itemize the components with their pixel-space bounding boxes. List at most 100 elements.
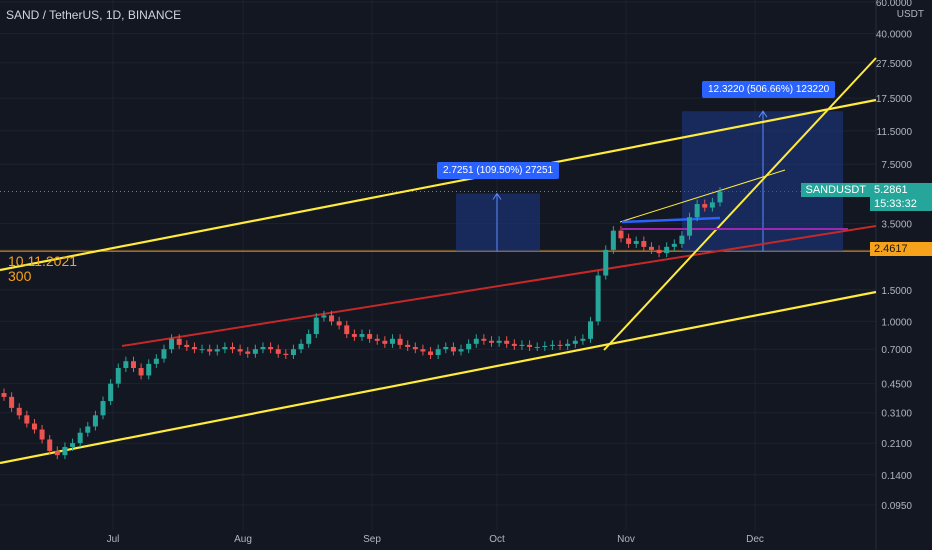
candle-body bbox=[527, 344, 533, 348]
trendline-upper-channel bbox=[0, 98, 877, 272]
y-tick-label: 7.5000 bbox=[881, 160, 912, 171]
y-tick-label: 17.5000 bbox=[876, 94, 913, 105]
candle-body bbox=[329, 315, 335, 322]
measure-label-1[interactable]: 2.7251 (109.50%) 27251 bbox=[437, 162, 560, 179]
trendline-lower-channel bbox=[0, 290, 877, 465]
candle-body bbox=[16, 407, 22, 416]
candle-body bbox=[412, 347, 418, 350]
candle-body bbox=[565, 343, 571, 346]
candle-body bbox=[641, 241, 647, 247]
y-tick-label: 0.2100 bbox=[881, 439, 912, 450]
candle-body bbox=[77, 432, 83, 444]
trend-lines bbox=[0, 57, 877, 465]
candle-body bbox=[633, 241, 639, 244]
y-tick-label: 1.5000 bbox=[881, 286, 912, 297]
annotation-value: 300 bbox=[8, 268, 32, 284]
x-tick-label: Aug bbox=[234, 534, 252, 545]
candle-body bbox=[549, 344, 555, 346]
trendline-steep bbox=[603, 57, 877, 351]
measure-arrow-head bbox=[758, 110, 768, 118]
candle-body bbox=[496, 340, 502, 343]
candle-body bbox=[138, 368, 144, 376]
x-axis: Jul Aug Sep Oct Nov Dec bbox=[107, 534, 764, 545]
candle-body bbox=[473, 338, 479, 344]
trendline-thin bbox=[619, 169, 786, 223]
candle-body bbox=[511, 343, 517, 346]
candle-body bbox=[626, 238, 632, 244]
candle-body bbox=[275, 349, 281, 354]
candle-body bbox=[359, 334, 365, 337]
candle-body bbox=[31, 423, 37, 430]
y-tick-label: 1.0000 bbox=[881, 317, 912, 328]
candle-body bbox=[260, 347, 266, 350]
date-annotation: 10.11.2021 300 bbox=[8, 254, 77, 284]
candle-body bbox=[62, 446, 68, 456]
candle-body bbox=[39, 429, 45, 440]
candle-body bbox=[656, 249, 662, 254]
candle-body bbox=[679, 235, 685, 244]
symbol-price-tag: SANDUSDT bbox=[801, 183, 870, 197]
candle-body bbox=[191, 347, 197, 350]
candle-body bbox=[108, 383, 114, 402]
candle-body bbox=[405, 344, 411, 348]
candle-body bbox=[70, 443, 76, 447]
y-tick-label: 3.5000 bbox=[881, 220, 912, 231]
candle-body bbox=[367, 334, 373, 339]
candle-body bbox=[115, 368, 121, 384]
candle-body bbox=[290, 349, 296, 355]
candle-body bbox=[298, 343, 304, 350]
measure-label-2[interactable]: 12.3220 (506.66%) 123220 bbox=[702, 81, 836, 98]
grid-lines bbox=[0, 0, 877, 550]
candle-body bbox=[54, 450, 60, 456]
candle-body bbox=[664, 246, 670, 254]
candle-body bbox=[344, 325, 350, 335]
candle-body bbox=[47, 439, 53, 451]
candle-body bbox=[207, 349, 213, 352]
x-tick-label: Dec bbox=[746, 534, 764, 545]
candle-body bbox=[382, 340, 388, 344]
candle-body bbox=[374, 338, 380, 341]
candle-body bbox=[542, 345, 548, 348]
y-tick-label: 0.0950 bbox=[881, 501, 912, 512]
y-axis: 60.0000 40.0000 27.5000 17.5000 11.5000 7.500… bbox=[876, 0, 913, 512]
candle-body bbox=[85, 426, 91, 433]
candle-body bbox=[230, 347, 236, 350]
candle-body bbox=[519, 344, 525, 346]
candle-body bbox=[146, 363, 152, 376]
candle-body bbox=[389, 338, 395, 344]
candle-body bbox=[351, 334, 357, 337]
candle-body bbox=[572, 340, 578, 344]
x-tick-label: Sep bbox=[363, 534, 381, 545]
x-tick-label: Oct bbox=[489, 534, 505, 545]
candle-body bbox=[595, 275, 601, 322]
candle-body bbox=[435, 349, 441, 355]
hline-price-tag: 2.4617 bbox=[870, 242, 932, 256]
symbol-title: SAND / TetherUS, 1D, BINANCE bbox=[6, 8, 182, 22]
candle-body bbox=[161, 349, 167, 359]
candle-body bbox=[671, 243, 677, 247]
x-tick-label: Nov bbox=[617, 534, 635, 545]
candle-body bbox=[306, 334, 312, 344]
candle-body bbox=[717, 191, 723, 203]
candle-body bbox=[237, 349, 243, 352]
candle-body bbox=[245, 351, 251, 354]
candle-body bbox=[199, 349, 205, 351]
candles bbox=[1, 186, 723, 460]
chart-header: SAND / TetherUS, 1D, BINANCE bbox=[6, 8, 181, 22]
candle-body bbox=[420, 349, 426, 352]
y-tick-label: 0.4500 bbox=[881, 380, 912, 391]
candle-body bbox=[24, 415, 30, 424]
y-tick-label: 0.1400 bbox=[881, 471, 912, 482]
candle-body bbox=[610, 230, 616, 250]
last-price-tag: 5.2861 bbox=[870, 183, 932, 197]
candle-body bbox=[694, 204, 700, 218]
y-tick-label: 0.7000 bbox=[881, 345, 912, 356]
candle-body bbox=[169, 338, 175, 350]
candle-body bbox=[603, 249, 609, 276]
candle-body bbox=[618, 230, 624, 239]
candle-body bbox=[100, 401, 106, 416]
y-tick-label: 0.3100 bbox=[881, 409, 912, 420]
countdown-tag: 15:33:32 bbox=[870, 197, 932, 211]
candle-body bbox=[443, 347, 449, 350]
